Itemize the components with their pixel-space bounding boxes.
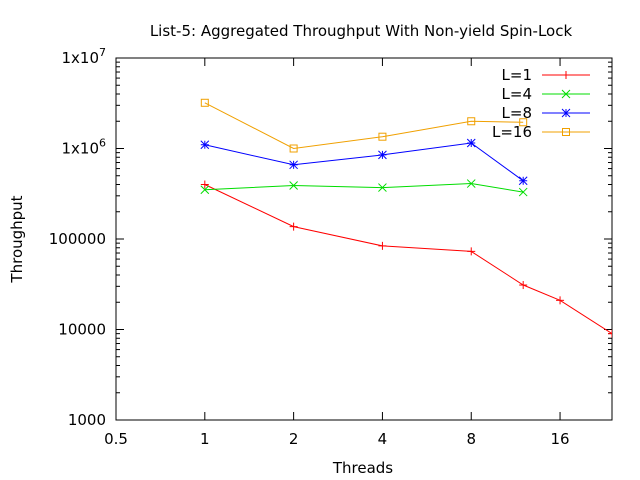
data-point-l-16 [289, 144, 298, 153]
series-layer [200, 98, 612, 338]
y-tick-label: 100000 [49, 230, 106, 248]
data-point-l-8 [200, 140, 210, 150]
chart-title: List-5: Aggregated Throughput With Non-y… [150, 22, 573, 40]
x-axis-label: Threads [332, 459, 393, 477]
data-point-l-16 [467, 117, 476, 126]
data-point-l-8 [518, 176, 528, 186]
series-line-l-4 [204, 182, 524, 193]
data-point-l-4 [466, 179, 476, 188]
legend-marker-l-4 [561, 89, 571, 99]
x-tick-label: 8 [466, 430, 476, 448]
y-tick-label-exponent: 7 [99, 46, 106, 59]
legend-label-l-1: L=1 [502, 66, 532, 84]
data-point-l-1 [378, 241, 387, 250]
y-tick-label-base: 1x10 [61, 140, 99, 158]
x-axis: 0.5 1 2 4 8 16 [104, 58, 570, 448]
series-line-l-16 [204, 102, 524, 150]
data-point-l-16 [519, 118, 528, 127]
data-point-l-1 [608, 329, 612, 338]
y-tick-label: 10000 [58, 321, 106, 339]
legend-label-l-8: L=8 [502, 104, 532, 122]
x-tick-label: 2 [289, 430, 299, 448]
series-line-l-1 [204, 184, 612, 335]
legend: L=1L=4L=8L=16 [492, 66, 590, 141]
y-tick-label: 1000 [68, 411, 106, 429]
series-line-l-8 [204, 142, 524, 182]
x-tick-label: 16 [551, 430, 570, 448]
data-point-l-1 [467, 247, 476, 256]
data-point-l-16 [200, 98, 209, 107]
x-tick-label: 4 [378, 430, 388, 448]
y-axis-label: Throughput [8, 195, 26, 283]
data-point-l-16 [378, 132, 387, 141]
legend-marker-l-16 [562, 128, 570, 136]
data-point-l-1 [556, 296, 565, 305]
data-point-l-1 [200, 180, 209, 189]
data-point-l-4 [378, 183, 387, 192]
data-point-l-8 [378, 150, 387, 160]
legend-marker-l-1 [562, 71, 570, 79]
data-point-l-8 [466, 138, 476, 148]
data-point-l-8 [289, 160, 298, 170]
data-point-l-1 [289, 222, 298, 231]
y-tick-label: 1x107 [61, 46, 106, 67]
legend-marker-l-8 [561, 108, 571, 118]
data-point-l-4 [518, 187, 528, 197]
data-point-l-4 [289, 181, 298, 190]
y-tick-label-exponent: 6 [99, 137, 106, 150]
data-point-l-1 [519, 281, 528, 290]
plot-area-frame [115, 57, 613, 421]
data-point-l-4 [200, 185, 210, 195]
y-tick-label: 1x106 [61, 137, 106, 158]
x-tick-label: 0.5 [104, 430, 128, 448]
legend-label-l-16: L=16 [492, 123, 532, 141]
legend-label-l-4: L=4 [502, 85, 532, 103]
y-tick-label-base: 1x10 [61, 49, 99, 67]
x-tick-label: 1 [200, 430, 210, 448]
